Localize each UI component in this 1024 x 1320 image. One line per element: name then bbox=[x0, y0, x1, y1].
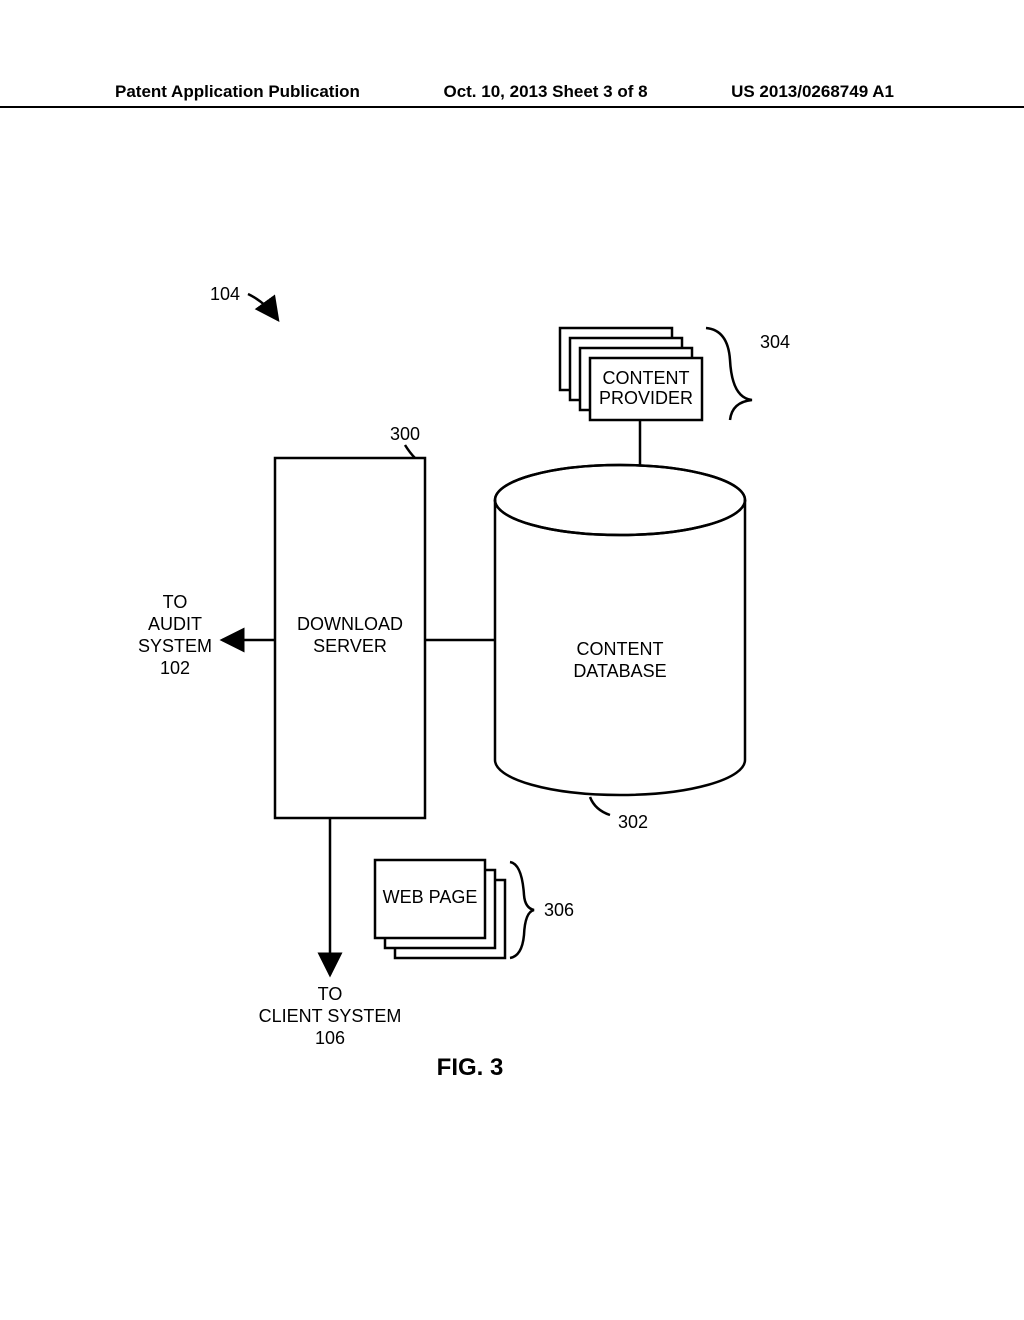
ref-300-label: 300 bbox=[390, 424, 420, 444]
patent-page: Patent Application Publication Oct. 10, … bbox=[0, 0, 1024, 1320]
figure-label: FIG. 3 bbox=[437, 1054, 504, 1081]
ref-104-label: 104 bbox=[210, 284, 240, 304]
overall-ref: 104 bbox=[210, 284, 278, 320]
svg-text:SYSTEM: SYSTEM bbox=[138, 636, 212, 656]
content-db-label-2: DATABASE bbox=[573, 661, 666, 681]
ref-306-label: 306 bbox=[544, 900, 574, 920]
svg-text:AUDIT: AUDIT bbox=[148, 614, 202, 634]
web-page-node: WEB PAGE 306 bbox=[375, 860, 574, 958]
download-server-label-2: SERVER bbox=[313, 636, 387, 656]
content-database-node: CONTENT DATABASE 302 bbox=[495, 465, 745, 832]
content-db-label-1: CONTENT bbox=[577, 639, 664, 659]
svg-text:TO: TO bbox=[318, 984, 343, 1004]
content-provider-node: CONTENT PROVIDER 304 bbox=[560, 328, 790, 420]
svg-text:TO: TO bbox=[163, 592, 188, 612]
download-server-label-1: DOWNLOAD bbox=[297, 614, 403, 634]
svg-text:102: 102 bbox=[160, 658, 190, 678]
svg-text:106: 106 bbox=[315, 1028, 345, 1048]
download-server-node: DOWNLOAD SERVER 300 bbox=[275, 424, 425, 818]
audit-system-label: TO AUDIT SYSTEM 102 bbox=[138, 592, 212, 678]
ref-302-label: 302 bbox=[618, 812, 648, 832]
diagram-svg: 104 CONTENT PROVIDER 304 CONTENT DATABAS… bbox=[0, 0, 1024, 1320]
ref-304-label: 304 bbox=[760, 332, 790, 352]
svg-text:CLIENT SYSTEM: CLIENT SYSTEM bbox=[259, 1006, 402, 1026]
content-provider-label-2: PROVIDER bbox=[599, 388, 693, 408]
content-provider-label-1: CONTENT bbox=[603, 368, 690, 388]
client-system-label: TO CLIENT SYSTEM 106 bbox=[259, 984, 402, 1048]
web-page-label: WEB PAGE bbox=[383, 887, 478, 907]
